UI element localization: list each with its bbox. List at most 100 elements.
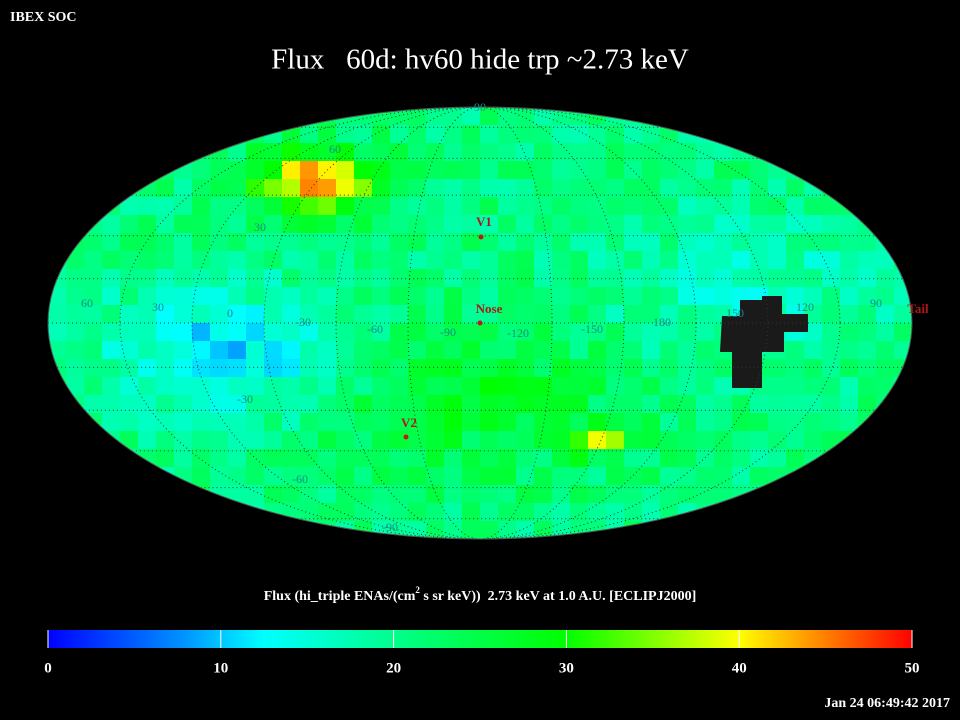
map-cell [210,449,229,468]
map-cell [282,449,301,468]
map-cell [84,305,103,324]
map-cell [858,395,877,414]
map-cell [354,143,373,162]
map-cell [300,215,319,234]
map-cell [390,323,409,342]
map-cell [498,521,517,539]
label-part: Flux (hi_triple ENAs/(cm [264,589,416,604]
map-cell [408,233,427,252]
map-cell [246,449,265,468]
map-cell [246,485,265,504]
map-cell [228,179,247,198]
map-cell [714,431,733,450]
map-cell [426,197,445,216]
map-cell [282,431,301,450]
map-cell [300,341,319,360]
map-cell [552,197,571,216]
map-cell [102,305,121,324]
map-cell [552,413,571,432]
map-cell [102,377,121,396]
map-cell [228,269,247,288]
map-cell [858,305,877,324]
map-cell [732,197,751,216]
map-cell [102,341,121,360]
map-cell [552,215,571,234]
map-cell [624,467,643,486]
map-cell [390,179,409,198]
map-cell [210,377,229,396]
map-cell [156,287,175,306]
map-cell [480,521,499,539]
map-cell [318,323,337,342]
map-cell [318,359,337,378]
colorbar-tick-label: 0 [44,660,52,676]
map-cell [264,161,283,180]
map-cell [354,287,373,306]
map-cell [102,359,121,378]
map-cell [192,359,211,378]
map-cell [642,197,661,216]
map-cell [696,215,715,234]
map-cell [750,395,769,414]
map-cell [786,395,805,414]
map-cell [696,467,715,486]
map-cell [318,251,337,270]
lat-label: 30 [254,220,266,234]
map-cell [246,359,265,378]
map-cell [318,341,337,360]
map-cell [678,359,697,378]
map-cell [534,305,553,324]
colorbar-ticks: 0 10 20 30 40 50 [44,630,920,676]
map-cell [606,485,625,504]
map-cell [48,323,67,342]
map-cell [336,413,355,432]
map-cell [246,323,265,342]
map-cell [624,143,643,162]
map-cell [534,431,553,450]
map-cell [66,323,85,342]
map-cell [300,413,319,432]
map-cell [354,215,373,234]
map-cell [534,467,553,486]
map-cell [282,161,301,180]
map-cell [660,377,679,396]
map-cell [660,341,679,360]
map-cell [822,287,841,306]
map-cell [462,161,481,180]
map-cell [336,305,355,324]
map-cell [516,251,535,270]
map-cell [822,323,841,342]
map-cell [444,269,463,288]
map-cell [624,179,643,198]
map-cell [660,179,679,198]
map-cell [588,449,607,468]
map-cell [516,287,535,306]
map-cell [174,395,193,414]
map-cell [390,449,409,468]
map-cell [66,287,85,306]
map-cell [354,503,373,522]
map-cell [516,431,535,450]
map-cell [498,107,517,126]
map-cell [768,233,787,252]
map-cell [192,269,211,288]
map-cell [102,413,121,432]
map-cell [660,395,679,414]
map-cell [642,179,661,198]
map-cell [120,395,139,414]
map-cell [804,215,823,234]
map-cell [246,305,265,324]
map-cell [210,305,229,324]
map-cell [660,359,679,378]
map-cell [462,215,481,234]
map-cell [534,143,553,162]
map-cell [174,269,193,288]
map-cell [264,413,283,432]
map-cell [390,377,409,396]
map-cell [84,323,103,342]
map-cell [732,251,751,270]
map-cell [750,215,769,234]
map-cell [642,467,661,486]
map-cell [246,197,265,216]
map-cell [534,485,553,504]
